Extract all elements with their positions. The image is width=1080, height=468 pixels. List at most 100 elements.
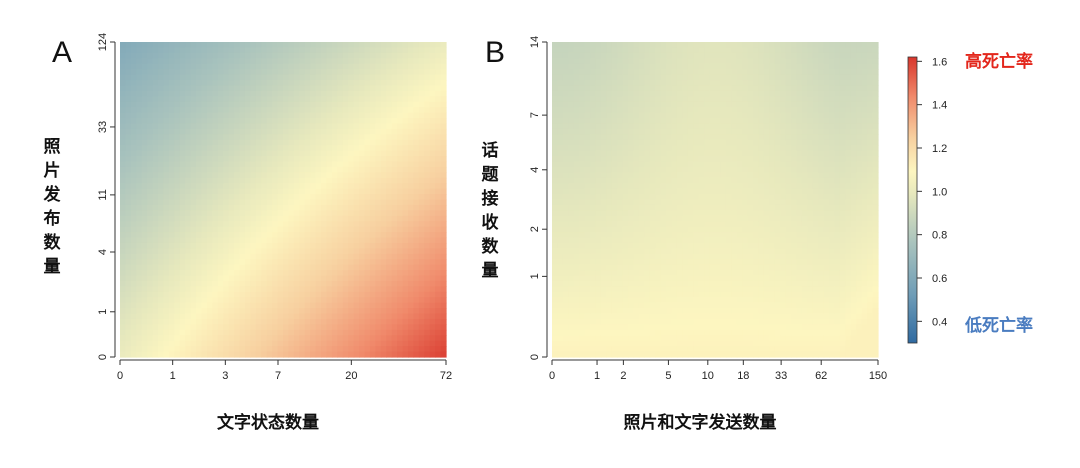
heatmap-cell	[168, 134, 175, 141]
heatmap-cell	[201, 313, 208, 320]
heatmap-cell	[326, 259, 333, 266]
heatmap-cell	[628, 324, 635, 331]
heatmap-cell	[239, 237, 246, 244]
heatmap-cell	[163, 139, 170, 146]
heatmap-cell	[152, 74, 159, 81]
heatmap-cell	[584, 232, 591, 239]
heatmap-cell	[633, 194, 640, 201]
heatmap-cell	[277, 63, 284, 70]
heatmap-cell	[568, 47, 575, 54]
heatmap-cell	[283, 118, 290, 125]
heatmap-cell	[552, 280, 559, 287]
heatmap-cell	[228, 210, 235, 217]
heatmap-cell	[552, 259, 559, 266]
heatmap-cell	[299, 156, 306, 163]
heatmap-cell	[261, 237, 268, 244]
heatmap-cell	[557, 183, 564, 190]
heatmap-cell	[671, 74, 678, 81]
heatmap-cell	[217, 80, 224, 87]
heatmap-cell	[676, 264, 683, 271]
heatmap-cell	[435, 210, 442, 217]
heatmap-cell	[386, 275, 393, 282]
heatmap-cell	[348, 275, 355, 282]
heatmap-cell	[239, 183, 246, 190]
heatmap-cell	[196, 139, 203, 146]
heatmap-cell	[364, 112, 371, 119]
heatmap-cell	[136, 270, 143, 277]
heatmap-cell	[217, 166, 224, 173]
heatmap-cell	[628, 63, 635, 70]
heatmap-cell	[440, 286, 447, 293]
heatmap-cell	[402, 85, 409, 92]
heatmap-cell	[304, 351, 311, 358]
heatmap-cell	[321, 145, 328, 152]
heatmap-cell	[223, 156, 230, 163]
heatmap-cell	[606, 161, 613, 168]
heatmap-cell	[174, 150, 181, 157]
heatmap-cell	[310, 226, 317, 233]
heatmap-cell	[364, 85, 371, 92]
heatmap-cell	[557, 340, 564, 347]
heatmap-cell	[644, 161, 651, 168]
heatmap-cell	[310, 85, 317, 92]
heatmap-cell	[304, 42, 311, 49]
heatmap-cell	[261, 161, 268, 168]
heatmap-cell	[272, 313, 279, 320]
heatmap-cell	[359, 58, 366, 65]
heatmap-cell	[655, 80, 662, 87]
heatmap-cell	[206, 47, 213, 54]
heatmap-cell	[147, 232, 154, 239]
heatmap-cell	[573, 128, 580, 135]
heatmap-cell	[375, 177, 382, 184]
heatmap-cell	[595, 107, 602, 114]
heatmap-cell	[380, 351, 387, 358]
heatmap-cell	[293, 291, 300, 298]
heatmap-cell	[158, 177, 165, 184]
heatmap-cell	[407, 280, 414, 287]
heatmap-cell	[359, 128, 366, 135]
heatmap-cell	[638, 253, 645, 260]
heatmap-cell	[315, 63, 322, 70]
heatmap-cell	[353, 69, 360, 76]
heatmap-cell	[552, 188, 559, 195]
heatmap-cell	[666, 308, 673, 315]
heatmap-cell	[228, 166, 235, 173]
heatmap-cell	[649, 69, 656, 76]
heatmap-cell	[386, 134, 393, 141]
heatmap-cell	[277, 221, 284, 228]
heatmap-cell	[638, 188, 645, 195]
heatmap-cell	[676, 58, 683, 65]
heatmap-cell	[266, 128, 273, 135]
heatmap-cell	[130, 335, 137, 342]
heatmap-cell	[595, 215, 602, 222]
heatmap-cell	[250, 253, 257, 260]
heatmap-cell	[369, 275, 376, 282]
heatmap-cell	[337, 291, 344, 298]
heatmap-cell	[130, 286, 137, 293]
heatmap-cell	[152, 313, 159, 320]
heatmap-cell	[676, 183, 683, 190]
heatmap-cell	[440, 346, 447, 353]
heatmap-cell	[321, 69, 328, 76]
heatmap-cell	[141, 107, 148, 114]
heatmap-cell	[429, 194, 436, 201]
heatmap-cell	[201, 318, 208, 326]
heatmap-cell	[611, 112, 618, 119]
heatmap-cell	[568, 58, 575, 65]
heatmap-cell	[261, 107, 268, 114]
heatmap-cell	[397, 313, 404, 320]
x-tick-label: 20	[345, 370, 357, 382]
heatmap-cell	[402, 226, 409, 233]
heatmap-cell	[342, 194, 349, 201]
heatmap-cell	[196, 128, 203, 135]
heatmap-cell	[212, 134, 219, 141]
heatmap-cell	[386, 123, 393, 130]
heatmap-cell	[212, 270, 219, 277]
heatmap-cell	[644, 85, 651, 92]
heatmap-cell	[304, 123, 311, 130]
heatmap-cell	[397, 199, 404, 206]
heatmap-cell	[266, 42, 273, 49]
heatmap-cell	[375, 161, 382, 168]
heatmap-cell	[326, 286, 333, 293]
heatmap-cell	[158, 107, 165, 114]
